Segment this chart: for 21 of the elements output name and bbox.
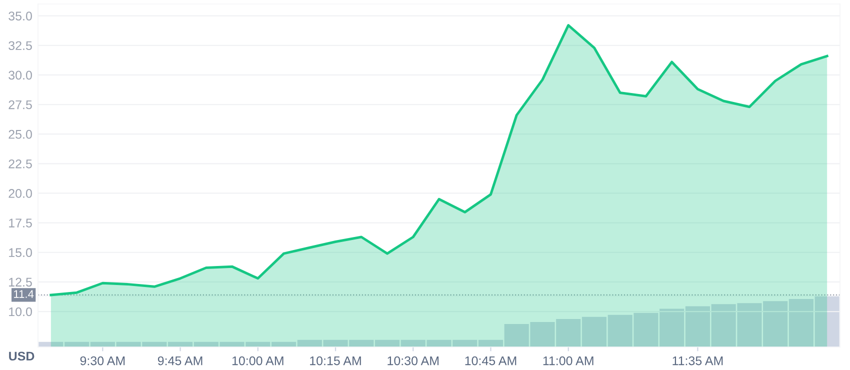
x-tick-label: 11:35 AM: [672, 356, 723, 366]
y-tick-label: 15.0: [9, 248, 32, 258]
x-tick-label: 11:00 AM: [543, 356, 594, 366]
y-tick-label: 10.0: [9, 307, 32, 316]
y-tick-label: 27.5: [8, 100, 32, 110]
y-tick-label: 25.0: [8, 130, 32, 139]
y-tick-label: 12.5: [9, 278, 32, 287]
y-tick-label: 22.5: [8, 159, 32, 168]
x-tick-label: 9:45 AM: [158, 356, 202, 366]
y-tick-label: 30.0: [8, 70, 32, 80]
x-tick-label: 10:30 AM: [388, 356, 439, 366]
x-tick-label: 10:15 AM: [310, 356, 361, 366]
y-axis-title: USD: [9, 352, 34, 361]
x-tick-label: 10:45 AM: [465, 356, 516, 366]
x-tick-label: 10:00 AM: [232, 356, 284, 366]
y-tick-label: 35.0: [8, 12, 32, 20]
ref-line-label: 11.4: [14, 290, 34, 298]
y-tick-label: 20.0: [8, 189, 32, 198]
y-tick-label: 32.5: [8, 41, 32, 50]
y-tick-label: 17.5: [9, 218, 32, 228]
x-tick-label: 9:30 AM: [80, 356, 125, 366]
